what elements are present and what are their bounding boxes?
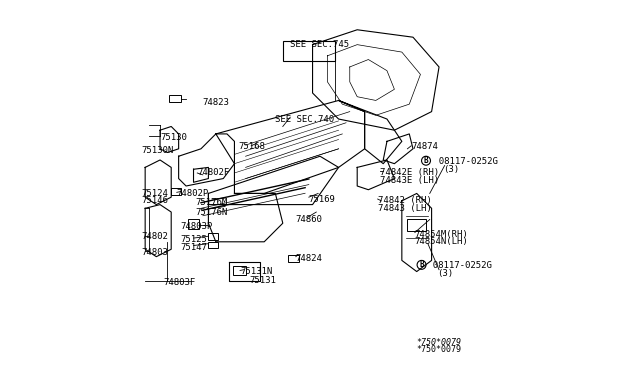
Bar [408,219,426,231]
Text: 74803P: 74803P [180,222,212,231]
Text: 75130: 75130 [160,133,187,142]
Text: B: B [419,260,424,269]
Text: 74843E (LH): 74843E (LH) [380,176,438,185]
Text: 08117-0252G: 08117-0252G [428,157,498,166]
Text: *750*0079: *750*0079 [417,345,461,354]
Bar [172,188,180,195]
Text: 08117-0252G: 08117-0252G [422,262,492,270]
Text: 75169: 75169 [309,195,336,203]
Bar [232,266,246,275]
Text: 74823: 74823 [203,98,230,107]
Text: SEE SEC.745: SEE SEC.745 [291,40,349,49]
Text: 74824: 74824 [296,254,323,263]
Text: 75146: 75146 [141,196,168,205]
Text: 75176N: 75176N [195,208,228,217]
Text: 74803: 74803 [141,248,168,257]
Bar [209,242,218,248]
Bar [289,255,299,262]
Text: 75131N: 75131N [240,267,272,276]
Text: 74854N(LH): 74854N(LH) [415,237,468,246]
Text: 74802F: 74802F [197,169,230,177]
Bar [170,95,180,102]
Text: 75176M: 75176M [195,198,228,207]
Text: *750*0079: *750*0079 [417,338,461,347]
Text: 75168: 75168 [238,142,265,151]
Text: 74802P: 74802P [177,189,209,198]
Text: 74842E (RH): 74842E (RH) [380,169,438,177]
Text: 74842 (RH): 74842 (RH) [378,196,431,205]
Text: 74802: 74802 [141,232,168,241]
Text: (3): (3) [443,165,459,174]
Text: 74874: 74874 [411,142,438,151]
Text: 75131: 75131 [250,276,276,285]
Text: 74860: 74860 [296,215,323,224]
Bar [209,233,218,240]
Text: 74843 (LH): 74843 (LH) [378,204,431,213]
Text: 75124: 75124 [141,189,168,198]
Text: 74854M(RH): 74854M(RH) [415,230,468,239]
Bar [188,219,199,229]
Text: (3): (3) [437,269,453,278]
Text: 75147: 75147 [180,243,207,252]
Text: SEE SEC.740: SEE SEC.740 [275,115,335,124]
Text: 75125: 75125 [180,235,207,244]
Bar [283,41,335,61]
Text: B: B [424,156,428,165]
Text: 75130N: 75130N [141,146,173,155]
Text: 74803F: 74803F [164,278,196,287]
